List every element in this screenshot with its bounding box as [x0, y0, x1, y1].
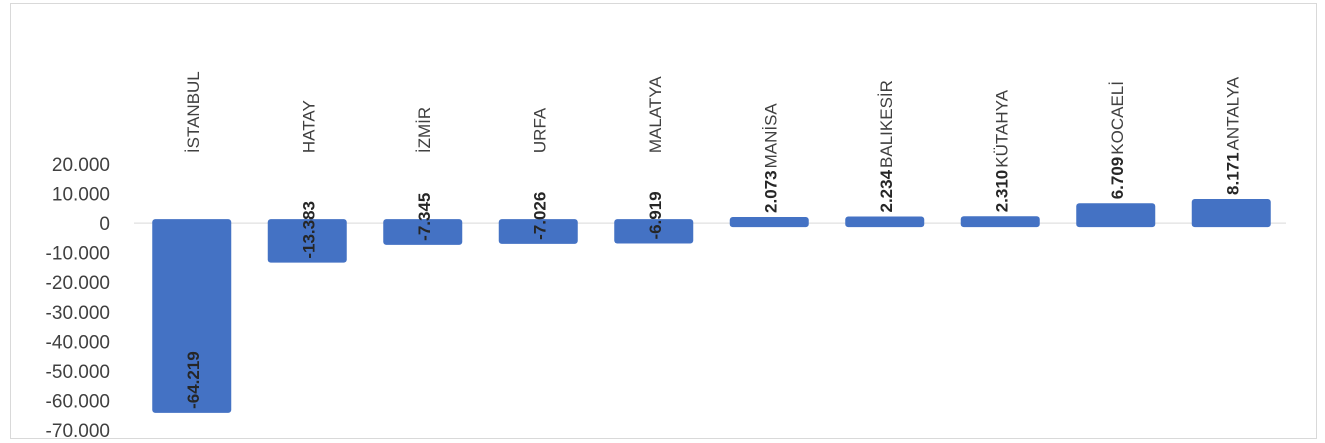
value-label-text: -7.345: [415, 193, 434, 241]
value-label-text: -6.919: [646, 191, 665, 239]
bars: [152, 198, 1271, 413]
category-label: İSTANBUL: [184, 71, 203, 153]
category-label: BALIKESİR: [877, 80, 896, 168]
category-label: URFA: [530, 107, 549, 153]
bar-8: [1076, 203, 1156, 228]
value-and-category-label: 8.171 ANTALYA: [1223, 76, 1242, 195]
y-tick-label: -10.000: [46, 244, 110, 265]
value-label-text: 8.171: [1223, 152, 1242, 195]
y-tick-label: -40.000: [46, 332, 110, 353]
y-axis: 20.000 10.000 0 -10.000 -20.000 -30.000 -40.00…: [46, 155, 1286, 442]
value-and-category-label: 2.310 KÜTAHYA: [992, 89, 1011, 212]
y-tick-label: 10.000: [52, 185, 110, 206]
value-label: -64.219: [184, 351, 203, 409]
category-label: HATAY: [299, 100, 318, 153]
category-label: MANİSA: [761, 103, 780, 169]
y-tick-label: -20.000: [46, 273, 110, 294]
y-tick-label: 0: [99, 214, 110, 235]
bar-2: [383, 219, 463, 245]
category-labels: İSTANBUL HATAY İZMİR URFA MALATYA 2.073MANİSA…: [184, 71, 1243, 213]
bar-9: [1191, 198, 1271, 228]
value-label: -7.345: [415, 193, 434, 241]
value-label: -7.026: [530, 192, 549, 240]
bar-4: [614, 219, 694, 244]
category-label: MALATYA: [646, 76, 665, 153]
value-label: -6.919: [646, 191, 665, 239]
value-label-text: 2.234: [877, 169, 896, 212]
value-label-text: -13.383: [299, 201, 318, 259]
y-tick-label: -60.000: [46, 391, 110, 412]
bar-5: [729, 216, 809, 228]
y-tick-label: -70.000: [46, 421, 110, 442]
value-label-text: -64.219: [184, 351, 203, 409]
value-and-category-label: 2.234BALIKESİR: [877, 80, 896, 212]
value-label-text: 2.310: [992, 170, 1011, 213]
bar-3: [498, 219, 578, 244]
value-and-category-label: 6.709 KOCAELİ: [1108, 81, 1127, 199]
value-labels: -64.219 -13.383 -7.345 -7.026 -6.919: [184, 191, 665, 409]
y-tick-label: -30.000: [46, 303, 110, 324]
value-and-category-label: 2.073MANİSA: [761, 103, 780, 213]
bar-1: [267, 219, 347, 263]
y-tick-label: 20.000: [52, 155, 110, 176]
value-label: -13.383: [299, 201, 318, 259]
category-label: KÜTAHYA: [992, 89, 1011, 167]
value-label-text: 2.073: [761, 170, 780, 213]
category-label: ANTALYA: [1223, 76, 1242, 150]
y-tick-label: -50.000: [46, 362, 110, 383]
value-label-text: 6.709: [1108, 157, 1127, 200]
bar-0: [152, 219, 232, 413]
bar-7: [960, 216, 1040, 228]
category-label: KOCAELİ: [1108, 81, 1127, 155]
category-label: İZMİR: [415, 107, 434, 153]
bar-6: [845, 216, 925, 228]
value-label-text: -7.026: [530, 192, 549, 240]
